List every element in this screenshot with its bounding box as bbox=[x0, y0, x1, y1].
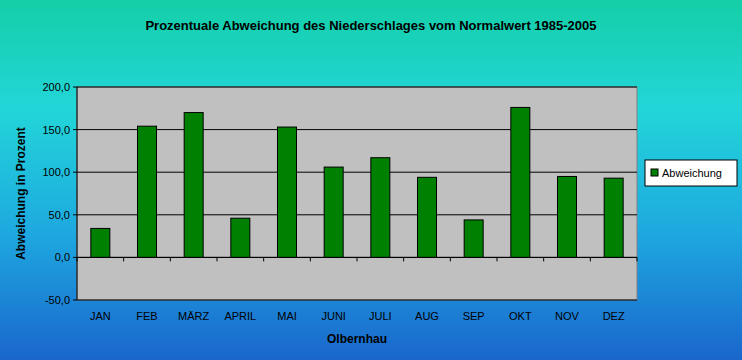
y-tick-label: 50,0 bbox=[49, 209, 70, 221]
tick bbox=[73, 87, 77, 88]
x-tick-label: SEP bbox=[463, 310, 485, 322]
bar bbox=[464, 220, 483, 257]
grid-line bbox=[77, 214, 637, 215]
x-tick-label: JULI bbox=[369, 310, 392, 322]
tick bbox=[73, 214, 77, 215]
x-tick-label: FEB bbox=[136, 310, 157, 322]
plot-area bbox=[77, 87, 637, 300]
x-tick-label: JAN bbox=[90, 310, 111, 322]
legend-label: Abweichung bbox=[662, 167, 722, 179]
background bbox=[0, 0, 742, 360]
grid-line bbox=[77, 87, 637, 88]
x-tick bbox=[590, 257, 591, 261]
bar bbox=[184, 113, 203, 258]
title: Prozentuale Abweichung des Niederschlage… bbox=[145, 18, 596, 33]
x-tick-label: AUG bbox=[415, 310, 439, 322]
grid-line bbox=[77, 300, 637, 301]
bar bbox=[231, 218, 250, 257]
grid-line bbox=[77, 172, 637, 173]
legend-swatch bbox=[651, 169, 658, 176]
y-axis-label: Abweichung in Prozent bbox=[14, 127, 28, 260]
x-tick-label: MÄRZ bbox=[178, 310, 209, 322]
y-tick-label: 200,0 bbox=[42, 81, 70, 93]
x-tick bbox=[77, 257, 78, 261]
bar bbox=[138, 126, 157, 257]
bar bbox=[324, 167, 343, 257]
bar bbox=[371, 158, 390, 258]
grid-line bbox=[77, 129, 637, 130]
tick bbox=[73, 300, 77, 301]
x-tick-label: DEZ bbox=[603, 310, 625, 322]
y-tick-label: 100,0 bbox=[42, 166, 70, 178]
bar bbox=[604, 178, 623, 257]
legend-box bbox=[645, 160, 737, 186]
x-tick bbox=[403, 257, 404, 261]
x-tick-label: APRIL bbox=[224, 310, 256, 322]
x-tick bbox=[637, 257, 638, 261]
y-tick-label: -50,0 bbox=[45, 294, 70, 306]
x-axis-label: Olbernhau bbox=[327, 332, 387, 346]
bar bbox=[511, 107, 530, 257]
y-tick-label: 0,0 bbox=[55, 251, 70, 263]
x-tick bbox=[450, 257, 451, 261]
x-tick bbox=[497, 257, 498, 261]
tick bbox=[73, 129, 77, 130]
legend: Abweichung bbox=[645, 160, 737, 186]
x-tick bbox=[217, 257, 218, 261]
x-tick-label: OKT bbox=[509, 310, 532, 322]
bar bbox=[418, 177, 437, 257]
x-tick bbox=[123, 257, 124, 261]
x-tick-label: JUNI bbox=[321, 310, 345, 322]
x-tick bbox=[543, 257, 544, 261]
x-tick-label: NOV bbox=[555, 310, 580, 322]
bar bbox=[278, 127, 297, 257]
bars bbox=[91, 107, 623, 257]
y-axis bbox=[77, 87, 78, 300]
tick bbox=[73, 257, 77, 258]
x-tick bbox=[310, 257, 311, 261]
y-tick-label: 150,0 bbox=[42, 124, 70, 136]
tick bbox=[73, 172, 77, 173]
x-tick-label: MAI bbox=[277, 310, 297, 322]
x-tick bbox=[263, 257, 264, 261]
x-tick bbox=[357, 257, 358, 261]
bar bbox=[558, 176, 577, 257]
bar bbox=[91, 228, 110, 257]
x-tick bbox=[170, 257, 171, 261]
